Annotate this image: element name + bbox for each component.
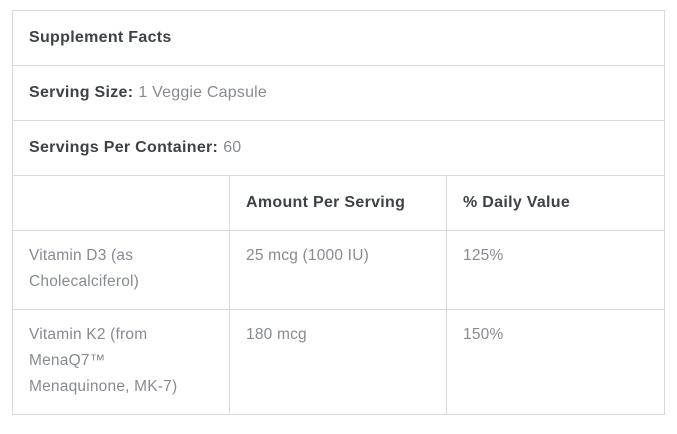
title-row: Supplement Facts (11, 10, 666, 66)
serving-size-row: Serving Size: 1 Veggie Capsule (11, 65, 666, 121)
serving-size-cell: Serving Size: 1 Veggie Capsule (11, 65, 666, 121)
percent-daily-value: 150% (445, 309, 666, 415)
servings-per-container-label: Servings Per Container: (29, 139, 219, 156)
supplement-facts-title: Supplement Facts (11, 10, 666, 66)
table-header-row: Amount Per Serving % Daily Value (12, 175, 666, 231)
column-header-percent-daily-value: % Daily Value (445, 175, 666, 231)
ingredient-name: Vitamin K2 (from MenaQ7™ Menaquinone, MK… (12, 309, 230, 415)
servings-per-container-row: Servings Per Container: 60 (11, 120, 666, 176)
serving-size-value: 1 Veggie Capsule (138, 84, 268, 101)
amount-per-serving: 180 mcg (229, 309, 447, 415)
servings-per-container-value: 60 (223, 139, 242, 156)
ingredient-name: Vitamin D3 (as Cholecalciferol) (12, 230, 230, 310)
table-row: Vitamin D3 (as Cholecalciferol) 25 mcg (… (12, 230, 666, 310)
column-header-amount-per-serving: Amount Per Serving (229, 175, 447, 231)
amount-per-serving: 25 mcg (1000 IU) (229, 230, 447, 310)
table-row: Vitamin K2 (from MenaQ7™ Menaquinone, MK… (12, 309, 666, 415)
column-header-blank (12, 175, 230, 231)
servings-per-container-cell: Servings Per Container: 60 (11, 120, 666, 176)
serving-size-label: Serving Size: (29, 84, 134, 101)
supplement-facts-table: Supplement Facts Serving Size: 1 Veggie C… (11, 10, 666, 415)
percent-daily-value: 125% (445, 230, 666, 310)
